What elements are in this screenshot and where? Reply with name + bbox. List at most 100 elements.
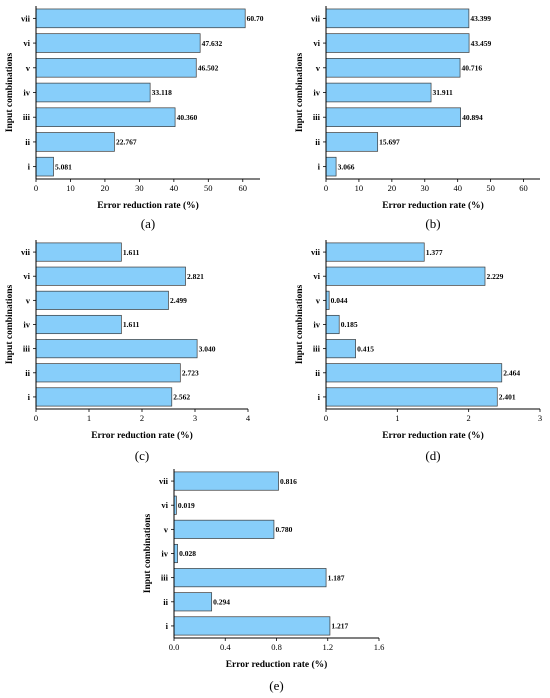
y-tick-label: ii (25, 368, 30, 378)
bar-i (35, 156, 54, 177)
y-tick-label: vii (159, 476, 169, 486)
y-tick-label: iv (313, 88, 320, 98)
bar-vii (325, 242, 425, 262)
x-tick-label: 0 (324, 413, 328, 423)
data-label-iv: 31.911 (433, 88, 453, 97)
data-label-v: 0.044 (331, 296, 348, 305)
y-tick-label: iii (313, 112, 321, 122)
bar-i (325, 387, 498, 407)
x-tick-label: 0.4 (220, 642, 231, 652)
y-axis-title: Input combinations (295, 52, 305, 132)
y-tick-label: ii (315, 368, 320, 378)
chart-panel-c: 2.562 i 2.723 ii 3.040 iii 1.611 iv 2.499 v 2.821 v… (5, 240, 251, 463)
y-tick-label: v (164, 524, 169, 534)
x-tick-label: 30 (421, 183, 430, 193)
x-tick-label: 1 (87, 413, 91, 423)
y-tick-label: ii (163, 597, 168, 607)
data-label-v: 2.499 (170, 296, 187, 305)
bar-i (35, 387, 173, 407)
data-label-i: 1.217 (331, 622, 348, 631)
bar-v (35, 290, 169, 310)
x-tick-label: 2 (140, 413, 144, 423)
data-label-vi: 0.019 (178, 501, 195, 510)
x-tick-label: 0 (324, 183, 328, 193)
data-label-v: 0.780 (275, 525, 292, 534)
y-tick-label: i (28, 392, 31, 402)
chart-panel-a: 5.081 i 22.767 ii 40.360 iii 33.118 iv 46.502 v 47… (5, 6, 264, 231)
y-tick-label: vi (23, 271, 30, 281)
data-label-iv: 33.118 (152, 88, 172, 97)
x-tick-label: 40 (170, 183, 179, 193)
x-tick-label: 1 (395, 413, 399, 423)
x-axis-title: Error reduction rate (%) (91, 430, 193, 441)
data-label-ii: 2.723 (182, 368, 199, 377)
bar-v (35, 58, 197, 78)
y-tick-label: ii (25, 137, 30, 147)
y-axis-title: Input combinations (143, 513, 153, 593)
bar-iv (325, 82, 432, 103)
data-label-i: 3.066 (338, 162, 355, 171)
data-label-vii: 60.70 (247, 14, 264, 23)
bar-vii (325, 8, 470, 29)
y-tick-label: iv (23, 320, 30, 330)
x-axis-title: Error reduction rate (%) (226, 659, 328, 670)
chart-panel-b: 3.066 i 15.697 ii 40.894 iii 31.911 iv 40.716 v 43… (295, 6, 540, 231)
bar-i (325, 156, 337, 177)
bar-iii (325, 339, 356, 359)
y-axis-title: Input combinations (5, 52, 15, 132)
x-tick-label: 3 (538, 413, 542, 423)
bar-i (173, 616, 331, 636)
bar-vi (35, 266, 186, 286)
y-tick-label: i (318, 162, 321, 172)
bar-iii (35, 107, 176, 127)
y-tick-label: iii (313, 344, 321, 354)
bar-vii (35, 8, 246, 29)
chart-panel-d: 2.401 i 2.464 ii 0.415 iii 0.185 iv 0.044 v 2.229 v… (295, 240, 542, 463)
data-label-ii: 22.767 (116, 138, 137, 147)
bar-vii (35, 242, 122, 262)
data-label-ii: 15.697 (379, 138, 400, 147)
x-axis-title: Error reduction rate (%) (382, 200, 484, 211)
x-tick-label: 4 (246, 413, 251, 423)
x-tick-label: 1.6 (374, 642, 385, 652)
data-label-ii: 2.464 (503, 368, 520, 377)
bar-iv (325, 314, 340, 335)
data-label-v: 46.502 (198, 63, 219, 72)
panel-caption: (c) (135, 448, 149, 463)
x-tick-label: 30 (135, 183, 144, 193)
x-axis-title: Error reduction rate (%) (382, 430, 484, 441)
bar-v (325, 58, 461, 78)
x-tick-label: 10 (66, 183, 75, 193)
y-tick-label: vi (313, 271, 320, 281)
y-tick-label: iv (161, 549, 168, 559)
x-tick-label: 20 (388, 183, 397, 193)
y-axis-title: Input combinations (5, 284, 15, 364)
data-label-iii: 1.187 (328, 573, 345, 582)
x-tick-label: 2 (467, 413, 471, 423)
data-label-iii: 40.360 (177, 113, 198, 122)
bar-ii (35, 363, 181, 383)
data-label-vi: 47.632 (202, 39, 223, 48)
y-tick-label: iv (23, 88, 30, 98)
panel-caption: (a) (141, 216, 155, 231)
x-tick-label: 40 (453, 183, 462, 193)
bar-vii (173, 471, 279, 491)
y-tick-label: vi (313, 38, 320, 48)
x-tick-label: 10 (355, 183, 364, 193)
data-label-vii: 43.399 (470, 14, 491, 23)
y-tick-label: vii (311, 13, 321, 23)
x-tick-label: 50 (486, 183, 495, 193)
data-label-iv: 0.028 (179, 549, 196, 558)
bar-iii (35, 339, 198, 359)
data-label-vi: 2.821 (187, 272, 204, 281)
x-tick-label: 20 (101, 183, 110, 193)
bar-iii (173, 568, 327, 588)
bar-vi (35, 33, 201, 53)
y-tick-label: vii (21, 247, 31, 257)
x-tick-label: 0.0 (169, 642, 180, 652)
data-label-vii: 1.611 (123, 248, 140, 257)
x-tick-label: 60 (239, 183, 248, 193)
data-label-i: 2.401 (499, 393, 516, 402)
chart-panel-e: 1.217 i 0.294 ii 1.187 iii 0.028 iv 0.780 v 0.019 v… (143, 469, 384, 693)
